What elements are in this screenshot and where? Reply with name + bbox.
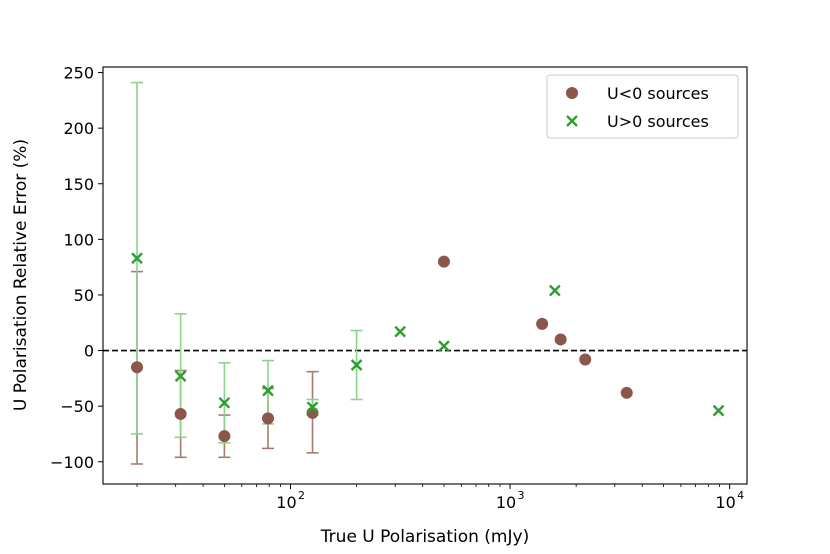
x-marker-stroke [174, 370, 187, 382]
markers-layer [131, 252, 725, 443]
u-neg-point [536, 317, 549, 330]
x-tick-label: 10 3 [496, 489, 525, 512]
legend-label: U<0 sources [607, 84, 709, 103]
u-pos-point [712, 404, 725, 417]
y-tick-label: 100 [63, 230, 94, 249]
plot-frame [102, 66, 748, 485]
u-neg-point [437, 255, 450, 268]
x-marker-stroke [712, 404, 725, 417]
x-tick-exponent: 3 [518, 489, 525, 502]
u-neg-point [218, 430, 231, 443]
x-marker-stroke [350, 359, 363, 371]
x-marker-stroke [566, 115, 578, 127]
legend-box [546, 74, 739, 139]
y-tick-label: −50 [60, 397, 94, 416]
x-axis-label: True U Polarisation (mJy) [320, 527, 529, 547]
u-pos-point [438, 340, 450, 352]
legend-marker-circle [566, 87, 578, 99]
u-pos-point [131, 252, 143, 265]
x-marker-stroke [218, 396, 231, 409]
y-tick-label: −100 [50, 453, 94, 472]
x-marker-stroke [549, 284, 561, 297]
legend: U<0 sources U>0 sources [546, 74, 739, 139]
u-neg-point [174, 407, 187, 420]
x-tick-base: 10 [276, 493, 296, 512]
y-tick-label: 0 [84, 342, 94, 361]
u-pos-point [306, 401, 319, 414]
u-pos-point [350, 359, 363, 371]
x-tick-base: 10 [715, 493, 735, 512]
u-neg-point [620, 386, 633, 399]
x-marker-stroke [438, 340, 450, 352]
u-neg-point [579, 353, 592, 366]
x-marker-stroke [394, 325, 407, 338]
x-marker-stroke [262, 384, 274, 397]
u-pos-point [174, 370, 187, 382]
x-tick-base: 10 [496, 493, 516, 512]
u-pos-point [549, 284, 561, 297]
u-pos-point [218, 396, 231, 409]
x-marker-stroke [306, 401, 319, 414]
u-neg-point [131, 361, 144, 374]
u-pos-point [394, 325, 407, 338]
y-tick-label: 50 [74, 286, 94, 305]
legend-marker-x [566, 115, 578, 127]
u-pos-point [262, 384, 274, 397]
y-tick-label: 150 [63, 175, 94, 194]
u-neg-point [262, 412, 275, 425]
x-tick-label: 10 2 [276, 489, 305, 512]
y-tick-label: 200 [63, 119, 94, 138]
x-tick-exponent: 4 [737, 489, 744, 502]
x-marker-stroke [131, 252, 143, 265]
u-neg-point [554, 333, 567, 346]
x-tick-exponent: 2 [298, 489, 305, 502]
legend-label: U>0 sources [607, 112, 709, 131]
x-tick-label: 10 4 [715, 489, 744, 512]
y-tick-label: 250 [63, 64, 94, 83]
y-axis-label: U Polarisation Relative Error (%) [11, 139, 31, 411]
